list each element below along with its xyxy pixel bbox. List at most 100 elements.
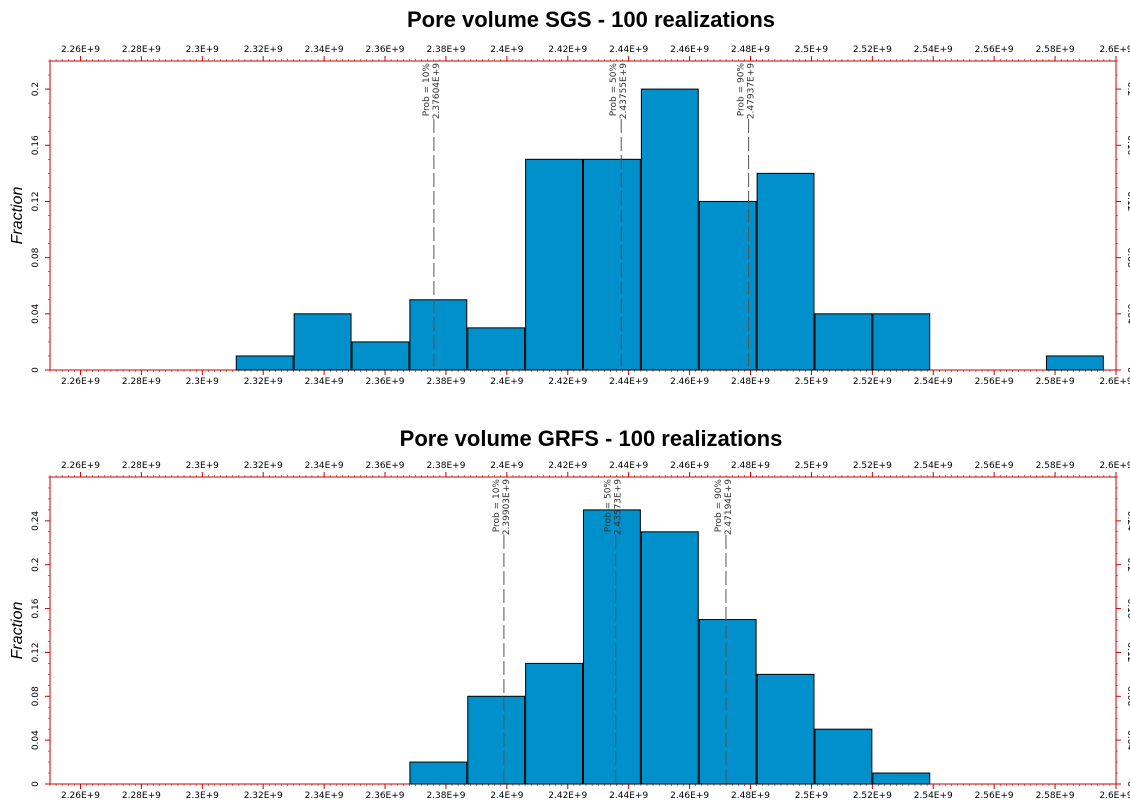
x-tick-label-bottom: 2.5E+9 xyxy=(795,377,829,387)
x-tick-label-top: 2.3E+9 xyxy=(186,45,220,55)
percentile-value: 2.47194E+9 xyxy=(724,479,734,535)
y-tick-label-left: 0.16 xyxy=(31,598,41,618)
x-tick-label-top: 2.5E+9 xyxy=(795,461,829,471)
chart-title: Pore volume GRFS - 100 realizations xyxy=(400,426,783,451)
x-tick-label-top: 2.5E+9 xyxy=(795,45,829,55)
x-tick-label-top: 2.38E+9 xyxy=(426,461,465,471)
x-tick-label-bottom: 2.28E+9 xyxy=(122,377,161,387)
x-tick-label-bottom: 2.52E+9 xyxy=(853,791,892,801)
y-tick-label-left: 0.2 xyxy=(31,558,41,572)
y-tick-label-left: 0.24 xyxy=(31,511,41,531)
percentile-label: Prob = 50% xyxy=(604,479,614,533)
x-tick-label-bottom: 2.32E+9 xyxy=(244,791,283,801)
x-tick-label-bottom: 2.44E+9 xyxy=(609,377,648,387)
x-tick-label-top: 2.32E+9 xyxy=(244,461,283,471)
x-tick-label-top: 2.3E+9 xyxy=(186,461,220,471)
x-tick-label-bottom: 2.34E+9 xyxy=(305,791,344,801)
y-axis-title: Fraction xyxy=(9,187,26,245)
histogram-bar xyxy=(525,662,583,785)
x-tick-label-top: 2.42E+9 xyxy=(548,45,587,55)
percentile-value: 2.47937E+9 xyxy=(747,63,757,119)
x-tick-label-bottom: 2.56E+9 xyxy=(975,377,1014,387)
y-tick-label-right: 0.2 xyxy=(1125,558,1130,572)
x-tick-label-bottom: 2.6E+9 xyxy=(1099,791,1130,801)
x-tick-label-bottom: 2.58E+9 xyxy=(1036,377,1075,387)
histogram-bar xyxy=(525,158,583,371)
x-tick-label-top: 2.54E+9 xyxy=(914,461,953,471)
y-tick-label-left: 0.12 xyxy=(31,642,41,662)
x-tick-label-bottom: 2.3E+9 xyxy=(186,791,220,801)
x-tick-label-top: 2.4E+9 xyxy=(490,461,524,471)
x-tick-label-top: 2.52E+9 xyxy=(853,461,892,471)
x-tick-label-top: 2.52E+9 xyxy=(853,45,892,55)
y-tick-label-left: 0.16 xyxy=(31,135,41,155)
y-tick-label-right: 0.16 xyxy=(1125,135,1130,155)
x-tick-label-bottom: 2.28E+9 xyxy=(122,791,161,801)
histogram-bar xyxy=(698,200,757,371)
x-tick-label-top: 2.32E+9 xyxy=(244,45,283,55)
x-tick-label-bottom: 2.48E+9 xyxy=(731,377,770,387)
histogram-bar xyxy=(409,299,468,371)
x-tick-label-top: 2.26E+9 xyxy=(61,461,100,471)
x-tick-label-top: 2.54E+9 xyxy=(914,45,953,55)
histogram-bar xyxy=(640,88,699,371)
x-tick-label-bottom: 2.38E+9 xyxy=(426,377,465,387)
x-tick-label-top: 2.28E+9 xyxy=(122,461,161,471)
y-tick-label-right: 0.04 xyxy=(1125,730,1130,750)
y-tick-label-right: 0.12 xyxy=(1125,642,1130,662)
x-tick-label-top: 2.38E+9 xyxy=(426,45,465,55)
histogram-bar xyxy=(583,158,641,371)
x-tick-label-top: 2.44E+9 xyxy=(609,461,648,471)
x-tick-label-top: 2.42E+9 xyxy=(548,461,587,471)
x-tick-label-bottom: 2.46E+9 xyxy=(670,791,709,801)
percentile-value: 2.43755E+9 xyxy=(619,63,629,119)
x-tick-label-top: 2.46E+9 xyxy=(670,461,709,471)
x-tick-label-bottom: 2.46E+9 xyxy=(670,377,709,387)
x-tick-label-bottom: 2.3E+9 xyxy=(186,377,220,387)
x-tick-label-top: 2.36E+9 xyxy=(366,461,405,471)
x-tick-label-top: 2.36E+9 xyxy=(366,45,405,55)
histogram-bar xyxy=(872,772,931,785)
histogram-bar xyxy=(872,313,931,371)
y-tick-label-right: 0.2 xyxy=(1125,82,1130,96)
x-tick-label-top: 2.4E+9 xyxy=(490,45,524,55)
x-tick-label-bottom: 2.48E+9 xyxy=(731,791,770,801)
histogram-bar xyxy=(640,531,699,785)
x-tick-label-bottom: 2.56E+9 xyxy=(975,791,1014,801)
histogram-bar xyxy=(583,509,641,785)
x-tick-label-bottom: 2.26E+9 xyxy=(61,377,100,387)
y-tick-label-right: 0 xyxy=(1125,367,1130,373)
x-tick-label-top: 2.34E+9 xyxy=(305,461,344,471)
histogram-bar xyxy=(293,313,352,371)
x-tick-label-top: 2.56E+9 xyxy=(975,45,1014,55)
x-tick-label-bottom: 2.5E+9 xyxy=(795,791,829,801)
histogram-bar xyxy=(235,355,294,371)
percentile-label: Prob = 10% xyxy=(422,63,432,117)
chart-title: Pore volume SGS - 100 realizations xyxy=(407,7,775,32)
x-tick-label-bottom: 2.42E+9 xyxy=(548,791,587,801)
histogram-bar xyxy=(814,313,873,371)
x-tick-label-bottom: 2.36E+9 xyxy=(366,377,405,387)
x-tick-label-bottom: 2.4E+9 xyxy=(490,377,524,387)
y-tick-label-right: 0.08 xyxy=(1125,686,1130,706)
y-tick-label-left: 0 xyxy=(31,781,41,787)
percentile-label: Prob = 90% xyxy=(714,479,724,533)
histogram-bar xyxy=(814,728,873,785)
x-tick-label-bottom: 2.4E+9 xyxy=(490,791,524,801)
histogram-bar xyxy=(351,341,410,371)
x-tick-label-top: 2.44E+9 xyxy=(609,45,648,55)
y-tick-label-left: 0 xyxy=(31,367,41,373)
histogram-bar xyxy=(756,673,815,785)
x-tick-label-top: 2.58E+9 xyxy=(1036,461,1075,471)
x-tick-label-top: 2.6E+9 xyxy=(1099,461,1130,471)
percentile-label: Prob = 90% xyxy=(737,63,747,117)
y-tick-label-left: 0.08 xyxy=(31,247,41,267)
x-tick-label-top: 2.6E+9 xyxy=(1099,45,1130,55)
y-tick-label-right: 0.24 xyxy=(1125,511,1130,531)
y-tick-label-right: 0.12 xyxy=(1125,191,1130,211)
x-tick-label-bottom: 2.42E+9 xyxy=(548,377,587,387)
histogram-bar xyxy=(756,172,815,371)
y-tick-label-right: 0 xyxy=(1125,781,1130,787)
x-tick-label-bottom: 2.58E+9 xyxy=(1036,791,1075,801)
